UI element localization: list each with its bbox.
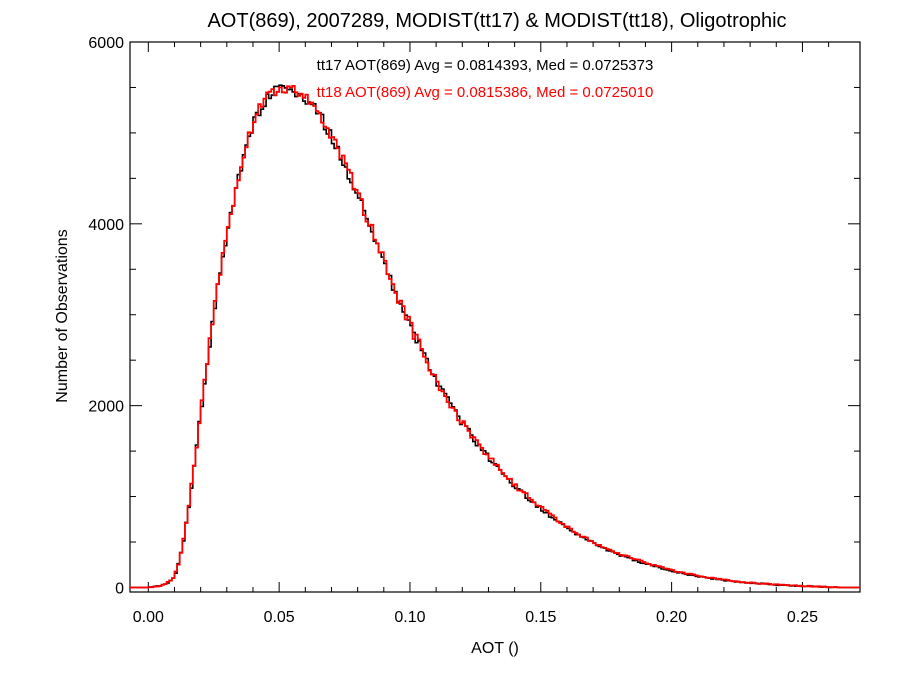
plot-frame (129, 41, 861, 593)
y-axis: 0 2000 4000 6000 (88, 35, 860, 597)
x-tick-label: 0.25 (787, 609, 818, 626)
x-tick-label: 0.05 (264, 609, 295, 626)
tt17-stats-annotation: tt17 AOT(869) Avg = 0.0814393, Med = 0.0… (317, 57, 654, 74)
x-tick-label: 0.20 (656, 609, 687, 626)
y-tick-label: 0 (115, 580, 124, 597)
x-axis: 0.00 0.05 0.10 0.15 0.20 0.25 (133, 42, 830, 626)
x-axis-label: AOT () (471, 640, 519, 657)
series-tt17-line (130, 84, 860, 589)
x-tick-label: 0.00 (133, 609, 164, 626)
y-tick-label: 2000 (88, 399, 124, 416)
series-tt18-line (130, 85, 860, 589)
plot-border (129, 41, 861, 593)
y-axis-label: Number of Observations (54, 229, 71, 402)
y-tick-label: 4000 (88, 217, 124, 234)
tt18-stats-annotation: tt18 AOT(869) Avg = 0.0815386, Med = 0.0… (317, 84, 654, 101)
x-tick-label: 0.15 (525, 609, 556, 626)
series-group (130, 84, 860, 589)
x-tick-label: 0.10 (394, 609, 425, 626)
chart-title: AOT(869), 2007289, MODIST(tt17) & MODIST… (207, 10, 786, 32)
y-tick-label: 6000 (88, 35, 124, 52)
